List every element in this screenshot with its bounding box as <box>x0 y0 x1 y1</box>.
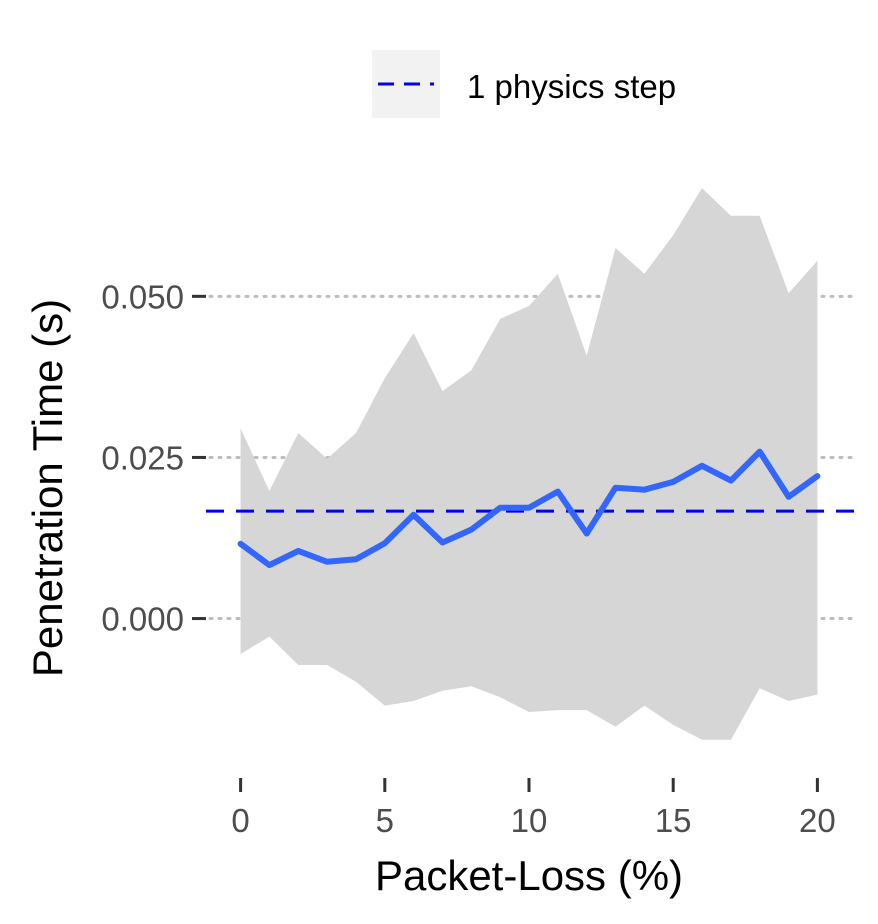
data-point <box>238 541 244 547</box>
data-point <box>555 489 561 495</box>
y-tick-label: 0.000 <box>101 601 184 638</box>
confidence-ribbon <box>240 188 818 740</box>
confidence-ribbons <box>240 188 818 740</box>
mean-line <box>237 448 821 569</box>
data-point <box>295 548 301 554</box>
data-point <box>728 478 734 484</box>
y-tick-label: 0.025 <box>101 439 184 476</box>
x-tick-label: 20 <box>799 802 836 839</box>
x-tick-label: 5 <box>376 802 394 839</box>
data-point <box>786 494 792 500</box>
data-point <box>382 540 388 546</box>
data-point <box>814 473 820 479</box>
x-axis: 0 5 10 15 20 <box>231 778 836 839</box>
data-point <box>699 463 705 469</box>
data-point <box>670 479 676 485</box>
data-lines <box>237 448 821 569</box>
data-point <box>353 556 359 562</box>
data-point <box>584 530 590 536</box>
data-point <box>641 487 647 493</box>
data-point <box>411 512 417 518</box>
data-point <box>526 505 532 511</box>
data-point <box>497 505 503 511</box>
data-point <box>324 559 330 565</box>
x-tick-label: 15 <box>655 802 692 839</box>
x-tick-label: 0 <box>231 802 249 839</box>
x-axis-title: Packet-Loss (%) <box>375 852 683 899</box>
data-point <box>613 485 619 491</box>
data-point <box>468 527 474 533</box>
data-point <box>439 540 445 546</box>
y-tick-label: 0.050 <box>101 278 184 315</box>
y-axis-title: Penetration Time (s) <box>24 299 71 677</box>
legend: 1 physics step <box>372 50 676 118</box>
y-axis: 0.000 0.025 0.050 <box>101 278 206 638</box>
x-tick-label: 10 <box>511 802 548 839</box>
data-point <box>266 562 272 568</box>
legend-label: 1 physics step <box>467 68 676 105</box>
data-point <box>757 449 763 455</box>
